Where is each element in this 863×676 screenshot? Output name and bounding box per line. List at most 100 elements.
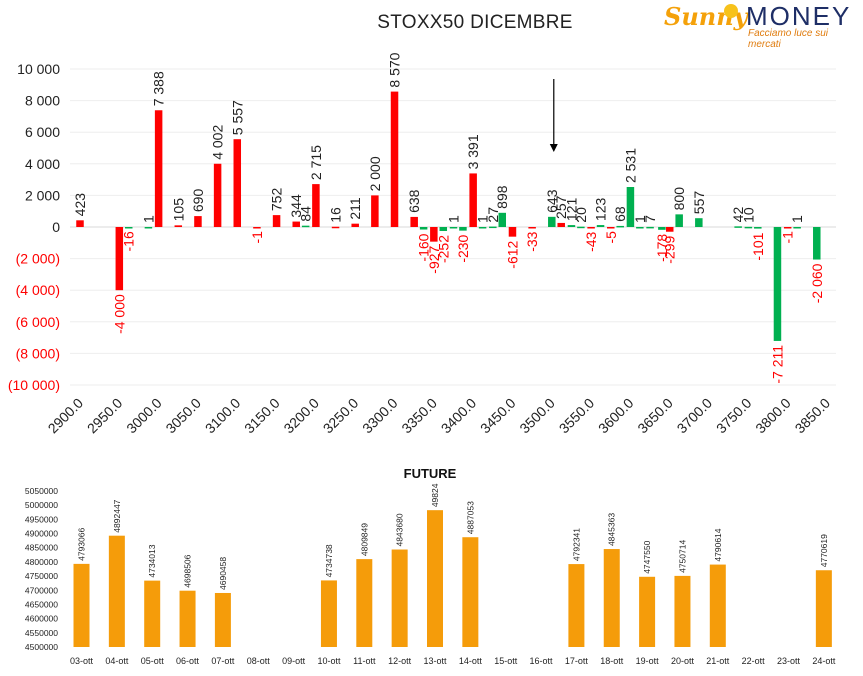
future-bar-chart: 5050000 5000000 4950000 4900000 4850000 48000… [25, 483, 836, 666]
bar [695, 218, 703, 227]
data-label: -5 [603, 231, 619, 244]
data-label: 257 [553, 195, 569, 219]
bar [734, 226, 742, 228]
future-bar [73, 563, 90, 647]
x-tick-label: 3550.0 [556, 395, 598, 437]
data-label: 4 002 [210, 125, 226, 160]
bar [665, 227, 674, 232]
bar [498, 212, 507, 227]
x-tick-label: 3750.0 [713, 395, 755, 437]
data-label: 800 [671, 187, 687, 211]
data-label: 105 [170, 198, 186, 222]
data-label: 2 715 [308, 145, 324, 180]
bar [754, 227, 762, 229]
data-label: 3 391 [465, 134, 481, 169]
bar [390, 91, 399, 228]
future-bar [709, 564, 726, 647]
x-tick-label: 12-ott [388, 656, 412, 666]
bar [312, 184, 320, 227]
data-label: 10 [740, 207, 756, 223]
bar [233, 139, 242, 227]
y-tick-label: 4 000 [25, 156, 60, 172]
x-tick-label: 22-ott [742, 656, 766, 666]
y-tick-label: 5000000 [25, 500, 58, 510]
x-tick-label: 06-ott [176, 656, 200, 666]
data-label: 4887053 [465, 501, 475, 534]
data-label: 1 [446, 215, 462, 223]
x-tick-label: 19-ott [636, 656, 660, 666]
future-bar [674, 575, 691, 647]
bar [430, 227, 438, 242]
future-bar [356, 559, 373, 647]
bar [371, 195, 379, 227]
future-bar [568, 564, 585, 647]
data-label: 4734738 [324, 544, 334, 577]
data-label: 4690458 [218, 557, 228, 590]
y-tick-label: (8 000) [16, 345, 60, 361]
x-tick-label: 18-ott [600, 656, 624, 666]
data-label: 5 557 [229, 100, 245, 135]
options-bar-chart: 10 000 8 000 6 000 4 000 2 000 0 (2 000) (4 000… [8, 52, 836, 437]
y-tick-label: 10 000 [17, 61, 60, 77]
data-label: -252 [435, 235, 451, 263]
x-tick-label: 3350.0 [398, 395, 440, 437]
y-tick-label: 8 000 [25, 93, 60, 109]
data-label: 4750714 [677, 540, 687, 573]
x-tick-label: 3450.0 [477, 395, 519, 437]
data-label: 4770619 [819, 534, 829, 567]
data-label: 1 [475, 215, 491, 223]
data-label: -1 [249, 231, 265, 244]
bar [459, 227, 467, 231]
bar [253, 227, 261, 229]
data-label: 643 [544, 189, 560, 213]
x-tick-label: 13-ott [423, 656, 447, 666]
bar [658, 227, 666, 230]
future-bar [214, 592, 231, 647]
data-label: 123 [593, 197, 609, 221]
x-tick-label: 3050.0 [162, 395, 204, 437]
y-tick-label: 4950000 [25, 514, 58, 524]
bar [439, 227, 448, 231]
bar [607, 227, 615, 229]
bar [813, 227, 821, 260]
x-tick-label: 10-ott [317, 656, 341, 666]
x-tick-label: 3150.0 [241, 395, 283, 437]
data-label: 1 [789, 215, 805, 223]
bar [596, 225, 605, 227]
bar [301, 225, 310, 228]
x-tick-label: 3000.0 [123, 395, 165, 437]
future-bar [639, 576, 656, 647]
data-label: 68 [612, 206, 628, 222]
x-tick-label: 3200.0 [280, 395, 322, 437]
bar [744, 226, 753, 229]
bar [548, 216, 556, 227]
bar [528, 227, 536, 229]
bar [646, 226, 654, 229]
data-label: -101 [750, 232, 766, 260]
data-label: 638 [406, 189, 422, 213]
data-label: -7 211 [769, 345, 785, 384]
y-tick-label: 4700000 [25, 585, 58, 595]
bar [125, 227, 133, 229]
bar [557, 222, 565, 227]
x-tick-label: 07-ott [211, 656, 235, 666]
x-tick-label: 08-ott [247, 656, 271, 666]
data-label: 4845363 [607, 513, 617, 546]
future-bar [603, 549, 620, 647]
bar [478, 226, 487, 229]
x-tick-label: 3100.0 [202, 395, 244, 437]
y-tick-label: (10 000) [8, 377, 60, 393]
bar [449, 226, 458, 229]
x-tick-label: 23-ott [777, 656, 801, 666]
y-tick-label: 4900000 [25, 529, 58, 539]
data-label: -2 060 [809, 263, 825, 303]
data-label: 7 388 [151, 71, 167, 106]
y-tick-label: (6 000) [16, 314, 60, 330]
data-label: 2 531 [622, 148, 638, 183]
bar [144, 226, 153, 229]
data-label: 1 [632, 215, 648, 223]
data-label: -43 [583, 231, 599, 251]
data-label: 49824 [430, 483, 440, 507]
bar [783, 227, 792, 229]
